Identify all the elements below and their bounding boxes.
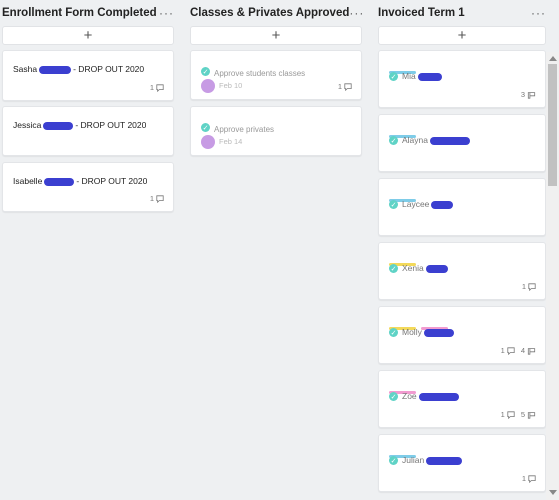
label-tag: [389, 71, 416, 74]
scrollbar-thumb[interactable]: [548, 64, 557, 186]
scroll-down-arrow[interactable]: [549, 490, 557, 495]
card-meta: 1 5: [501, 410, 536, 419]
card-title: ✓ Approve privates: [201, 123, 275, 134]
card-assignee: Feb 14: [201, 133, 242, 151]
add-card-button[interactable]: +: [378, 26, 546, 45]
check-circle-icon: ✓: [389, 392, 398, 402]
card-zoe[interactable]: ✓ Zoe 1 5: [378, 370, 546, 428]
label-tag: [389, 135, 416, 138]
card-title: ✓ Laycee: [389, 199, 455, 210]
comment-icon: [528, 474, 536, 483]
redaction: [430, 136, 470, 145]
card-molly[interactable]: ✓ Molly 1 4: [378, 306, 546, 364]
check-circle-icon: ✓: [201, 67, 210, 77]
attachment-icon: [527, 411, 536, 419]
card-mia[interactable]: ✓ Mia 3: [378, 50, 546, 108]
redaction: [43, 121, 74, 130]
plus-icon: +: [271, 27, 281, 44]
card-title: Isabelle - DROP OUT 2020: [13, 176, 148, 186]
label-tag: [389, 391, 416, 394]
label-tag: [389, 327, 416, 330]
plus-icon: +: [83, 27, 93, 44]
card-title: ✓ Approve students classes: [201, 67, 306, 78]
avatar[interactable]: [201, 134, 215, 149]
column-header: Classes & Privates Approved ···: [190, 0, 365, 26]
label-tag: [421, 327, 448, 330]
card-meta: 1 4: [501, 346, 536, 355]
column-title: Invoiced Term 1: [378, 7, 465, 19]
card-xenia[interactable]: ✓ Xenia 1: [378, 242, 546, 300]
avatar[interactable]: [201, 78, 215, 93]
column-header: Invoiced Term 1 ···: [378, 0, 546, 26]
more-icon[interactable]: ···: [349, 6, 365, 20]
plus-icon: +: [457, 27, 467, 44]
card-meta: 1: [150, 194, 164, 203]
comment-icon: [507, 410, 515, 419]
check-circle-icon: ✓: [389, 200, 398, 210]
column-title: Classes & Privates Approved: [190, 7, 350, 19]
more-icon[interactable]: ···: [531, 6, 546, 20]
label-tag: [389, 455, 416, 458]
comment-icon: [156, 83, 164, 92]
comment-icon: [344, 82, 352, 91]
check-circle-icon: ✓: [201, 123, 210, 133]
comment-icon: [156, 194, 164, 203]
check-circle-icon: ✓: [389, 72, 398, 82]
attachment-icon: [527, 347, 536, 355]
add-card-button[interactable]: +: [190, 26, 362, 45]
redaction: [423, 328, 454, 337]
card-title: ✓ Julian: [389, 455, 464, 466]
card-meta: 1: [338, 82, 352, 91]
card-meta: 1: [522, 474, 536, 483]
card-approve-privates[interactable]: ✓ Approve privates Feb 14: [190, 106, 362, 156]
comment-icon: [528, 282, 536, 291]
card-meta: 3: [521, 90, 536, 99]
label-tag: [389, 263, 416, 266]
check-circle-icon: ✓: [389, 328, 398, 338]
more-icon[interactable]: ···: [159, 6, 174, 20]
card-approve-classes[interactable]: ✓ Approve students classes Feb 10 1: [190, 50, 362, 100]
card-isabelle[interactable]: Isabelle - DROP OUT 2020 1: [2, 162, 174, 212]
column-classes: Classes & Privates Approved ··· +: [190, 0, 365, 45]
add-card-button[interactable]: +: [2, 26, 174, 45]
column-title: Enrollment Form Completed: [2, 7, 157, 19]
card-laycee[interactable]: ✓ Laycee: [378, 178, 546, 236]
redaction: [431, 200, 454, 209]
card-assignee: Feb 10: [201, 77, 242, 95]
attachment-icon: [527, 91, 536, 99]
column-header: Enrollment Form Completed ···: [2, 0, 174, 26]
redaction: [417, 72, 442, 81]
card-sasha[interactable]: Sasha - DROP OUT 2020 1: [2, 50, 174, 101]
card-title: ✓ Mia: [389, 71, 444, 82]
redaction: [44, 177, 75, 186]
redaction: [418, 392, 459, 401]
card-jessica[interactable]: Jessica - DROP OUT 2020: [2, 106, 174, 156]
scroll-up-arrow[interactable]: [549, 56, 557, 61]
label-tag: [389, 199, 416, 202]
check-circle-icon: ✓: [389, 264, 398, 274]
card-meta: 1: [522, 282, 536, 291]
card-julian[interactable]: ✓ Julian 1: [378, 434, 546, 492]
card-title: Jessica - DROP OUT 2020: [13, 120, 147, 130]
column-enrollment: Enrollment Form Completed ··· +: [2, 0, 174, 45]
check-circle-icon: ✓: [389, 136, 398, 146]
comment-icon: [507, 346, 515, 355]
card-alayna[interactable]: ✓ Alayna: [378, 114, 546, 172]
card-title: ✓ Zoe: [389, 391, 461, 402]
card-title: ✓ Alayna: [389, 135, 472, 146]
card-title: ✓ Xenia: [389, 263, 450, 274]
column-invoiced: Invoiced Term 1 ··· +: [378, 0, 546, 45]
check-circle-icon: ✓: [389, 456, 398, 466]
card-title: ✓ Molly: [389, 327, 456, 338]
card-meta: 1: [150, 83, 164, 92]
card-title: Sasha - DROP OUT 2020: [13, 64, 145, 74]
redaction: [426, 456, 463, 465]
redaction: [39, 65, 72, 74]
redaction: [425, 264, 448, 273]
